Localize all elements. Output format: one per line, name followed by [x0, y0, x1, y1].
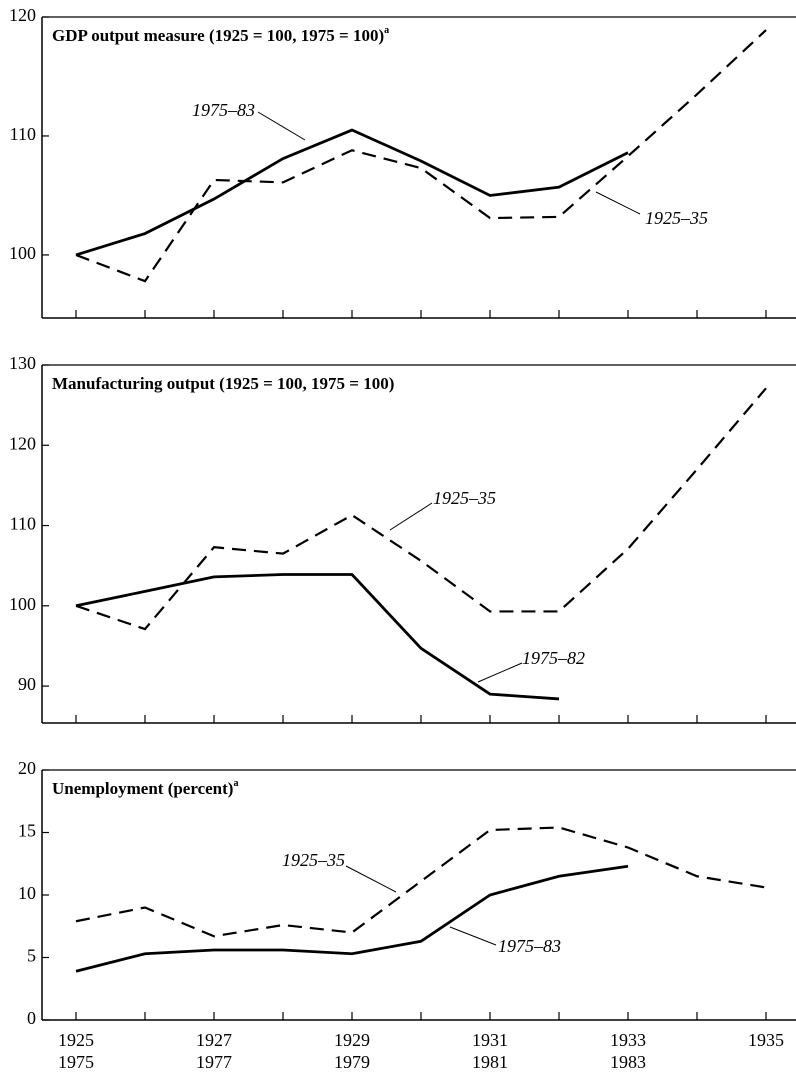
y-tick-label: 100 — [9, 243, 36, 263]
title-text: Unemployment (percent) — [52, 779, 233, 798]
y-tick-label: 110 — [10, 514, 36, 534]
title-text: GDP output measure (1925 = 100, 1975 = 1… — [52, 26, 384, 45]
line-series — [75, 128, 629, 257]
x-tick-label: 1935 — [748, 1030, 784, 1050]
series-label: 1975–83 — [192, 100, 255, 120]
chart-title: Manufacturing output (1925 = 100, 1975 =… — [52, 374, 394, 393]
y-tick-label: 120 — [9, 5, 36, 25]
x-tick-label: 1979 — [334, 1052, 370, 1072]
series-label: 1975–83 — [498, 936, 561, 956]
annotation-leader — [345, 865, 397, 893]
chart-title: GDP output measure (1925 = 100, 1975 = 1… — [52, 25, 389, 45]
annotation-leader — [449, 926, 497, 946]
series-label: 1925–35 — [282, 850, 345, 870]
y-tick-label: 110 — [10, 124, 36, 144]
y-tick-label: 100 — [9, 594, 36, 614]
x-tick-label: 1981 — [472, 1052, 508, 1072]
y-tick-label: 15 — [18, 821, 36, 841]
y-tick-label: 120 — [9, 433, 36, 453]
x-tick-label: 1931 — [472, 1030, 508, 1050]
series-label: 1975–82 — [522, 648, 585, 668]
line-series — [75, 864, 629, 973]
x-tick-label: 1929 — [334, 1030, 370, 1050]
x-tick-label: 1977 — [196, 1052, 232, 1072]
line-series — [75, 387, 767, 631]
annotation-leader — [595, 191, 641, 215]
line-series — [75, 573, 560, 701]
title-text: Manufacturing output (1925 = 100, 1975 =… — [52, 374, 394, 393]
x-tick-label: 1925 — [58, 1030, 94, 1050]
x-tick-label: 1933 — [610, 1030, 646, 1050]
y-tick-label: 90 — [18, 674, 36, 694]
chart-title: Unemployment (percent)a — [52, 778, 238, 798]
x-tick-label: 1975 — [58, 1052, 94, 1072]
y-tick-label: 130 — [9, 353, 36, 373]
y-tick-label: 5 — [27, 946, 36, 966]
line-series — [75, 826, 767, 938]
title-note: a — [384, 25, 389, 36]
series-label: 1925–35 — [645, 208, 708, 228]
annotation-leader — [477, 662, 523, 683]
title-note: a — [233, 778, 238, 789]
x-tick-label: 1983 — [610, 1052, 646, 1072]
annotation-leader — [257, 111, 306, 141]
y-tick-label: 20 — [18, 758, 36, 778]
line-series — [75, 29, 767, 283]
y-tick-label: 10 — [18, 883, 36, 903]
y-tick-label: 0 — [27, 1008, 36, 1028]
series-label: 1925–35 — [433, 488, 496, 508]
x-tick-label: 1927 — [196, 1030, 232, 1050]
annotation-leader — [389, 502, 433, 531]
